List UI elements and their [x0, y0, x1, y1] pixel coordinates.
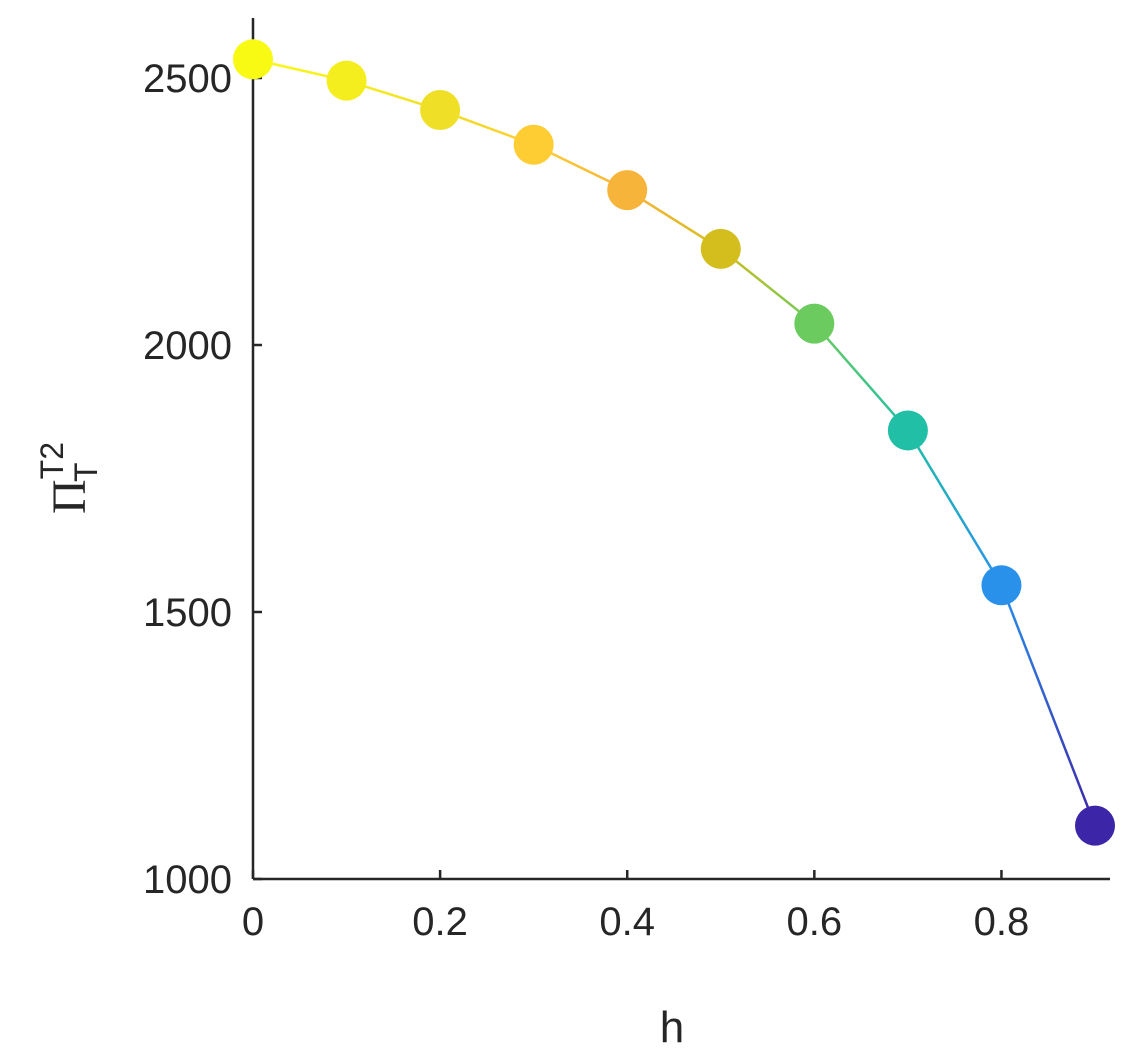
x-tick-label: 0.6: [787, 900, 843, 944]
series-markers: [233, 39, 1115, 846]
y-tick-label: 2000: [143, 324, 232, 368]
axes: 0 0.2 0.4 0.6 0.8 1000 1500 2000 2500: [143, 18, 1110, 944]
x-axis-label: h: [660, 1003, 684, 1052]
data-point: [326, 60, 367, 101]
y-axis-label-base: Π: [43, 479, 96, 514]
y-axis-label: ΠT2T: [34, 442, 104, 514]
x-tick-label: 0.4: [599, 900, 655, 944]
y-axis-label-subscript: T: [68, 462, 104, 482]
x-tick-label: 0: [242, 900, 264, 944]
data-point: [887, 410, 928, 451]
y-tick-label: 2500: [143, 57, 232, 101]
series-line-segment: [906, 429, 1003, 586]
data-point: [700, 228, 741, 269]
data-point: [607, 170, 648, 211]
x-tick-label: 0.2: [412, 900, 468, 944]
y-ticks: 1000 1500 2000 2500: [143, 57, 262, 902]
data-point: [233, 39, 273, 80]
series-line: [252, 58, 1097, 827]
data-point: [420, 90, 461, 131]
series-line-segment: [813, 322, 909, 432]
y-tick-label: 1000: [143, 858, 232, 902]
data-point: [513, 124, 554, 165]
y-axis-label-superscript: T2: [34, 442, 70, 479]
data-point: [1075, 805, 1115, 846]
x-tick-label: 0.8: [974, 900, 1030, 944]
data-point: [794, 303, 835, 344]
y-tick-label: 1500: [143, 591, 232, 635]
svg-text:ΠT2T: ΠT2T: [34, 442, 104, 514]
x-ticks: 0 0.2 0.4 0.6 0.8: [242, 870, 1029, 944]
data-point: [981, 565, 1022, 606]
series-line-segment: [1000, 584, 1097, 827]
